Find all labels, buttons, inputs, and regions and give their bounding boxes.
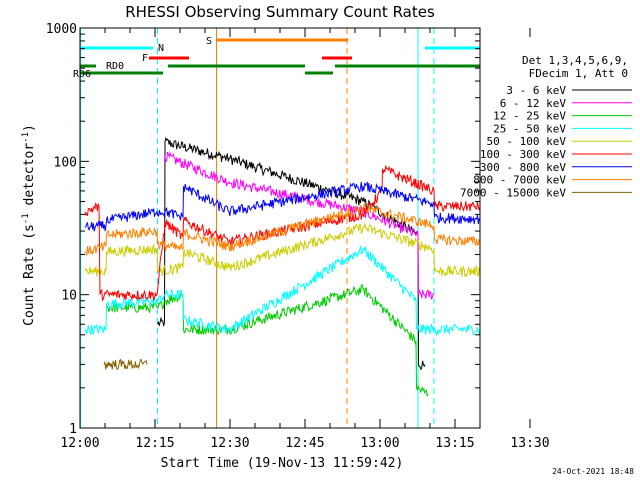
flag-bars: RD6 RD0 FN S — [73, 36, 480, 80]
legend-entry-label: 6 - 12 keV — [500, 97, 567, 110]
series-line — [84, 222, 481, 278]
x-tick-label: 12:45 — [285, 436, 324, 451]
y-tick-label: 10 — [61, 289, 77, 304]
legend-entry-label: 50 - 100 keV — [487, 135, 567, 148]
series-line — [84, 203, 481, 256]
x-axis: 12:00 12:15 12:30 12:45 13:00 13:15 13:30 — [60, 28, 550, 451]
flag-label-flare: F — [142, 53, 148, 64]
legend-entry-label: 7000 - 15000 keV — [460, 186, 566, 199]
timestamp: 24-Oct-2021 18:48 — [552, 467, 634, 476]
series-line — [84, 181, 481, 232]
x-axis-label: Start Time (19-Nov-13 11:59:42) — [161, 456, 404, 471]
series-lines — [84, 136, 481, 397]
chart-title: RHESSI Observing Summary Count Rates — [125, 3, 435, 21]
x-tick-label: 13:00 — [360, 436, 399, 451]
y-axis-label-superscript: -1 — [21, 213, 31, 224]
x-tick-label: 12:15 — [135, 436, 174, 451]
series-line — [157, 136, 426, 371]
series-line — [106, 284, 429, 397]
marker-lines — [80, 28, 435, 428]
legend-entry-label: 3 - 6 keV — [506, 84, 566, 97]
legend-header-2: FDecim 1, Att 0 — [529, 67, 628, 80]
flag-label-rd6: RD6 — [73, 69, 91, 80]
x-tick-label: 13:15 — [435, 436, 474, 451]
flag-label-rd0: RD0 — [106, 61, 124, 72]
legend-entry-label: 100 - 300 keV — [480, 148, 566, 161]
y-tick-label: 100 — [54, 155, 77, 170]
legend-entry-label: 800 - 7000 keV — [473, 174, 566, 187]
series-line — [84, 245, 481, 337]
series-line — [84, 164, 481, 302]
y-axis-label-close: ) — [22, 124, 37, 132]
legend-entry-label: 12 - 25 keV — [493, 110, 566, 123]
flag-label-saa: S — [206, 36, 212, 47]
y-axis-label: Count Rate (s-1 detector-1) — [21, 124, 37, 326]
legend-entry-label: 300 - 800 keV — [480, 161, 566, 174]
x-tick-label: 12:00 — [60, 436, 99, 451]
x-tick-label: 12:30 — [210, 436, 249, 451]
flag-label-night: N — [158, 43, 164, 54]
y-tick-label: 1 — [69, 422, 77, 437]
legend-header-1: Det 1,3,4,5,6,9, — [522, 54, 628, 67]
y-axis: 1 10 100 1000 — [46, 22, 480, 437]
legend: Det 1,3,4,5,6,9, FDecim 1, Att 0 3 - 6 k… — [460, 54, 632, 199]
x-tick-label: 13:30 — [510, 436, 549, 451]
y-tick-label: 1000 — [46, 22, 77, 37]
series-line — [103, 358, 148, 370]
y-axis-label-tail: detector — [22, 143, 37, 214]
y-axis-label-main: Count Rate (s — [22, 224, 37, 326]
legend-entry-label: 25 - 50 keV — [493, 122, 566, 135]
y-axis-label-superscript-2: -1 — [21, 132, 31, 143]
